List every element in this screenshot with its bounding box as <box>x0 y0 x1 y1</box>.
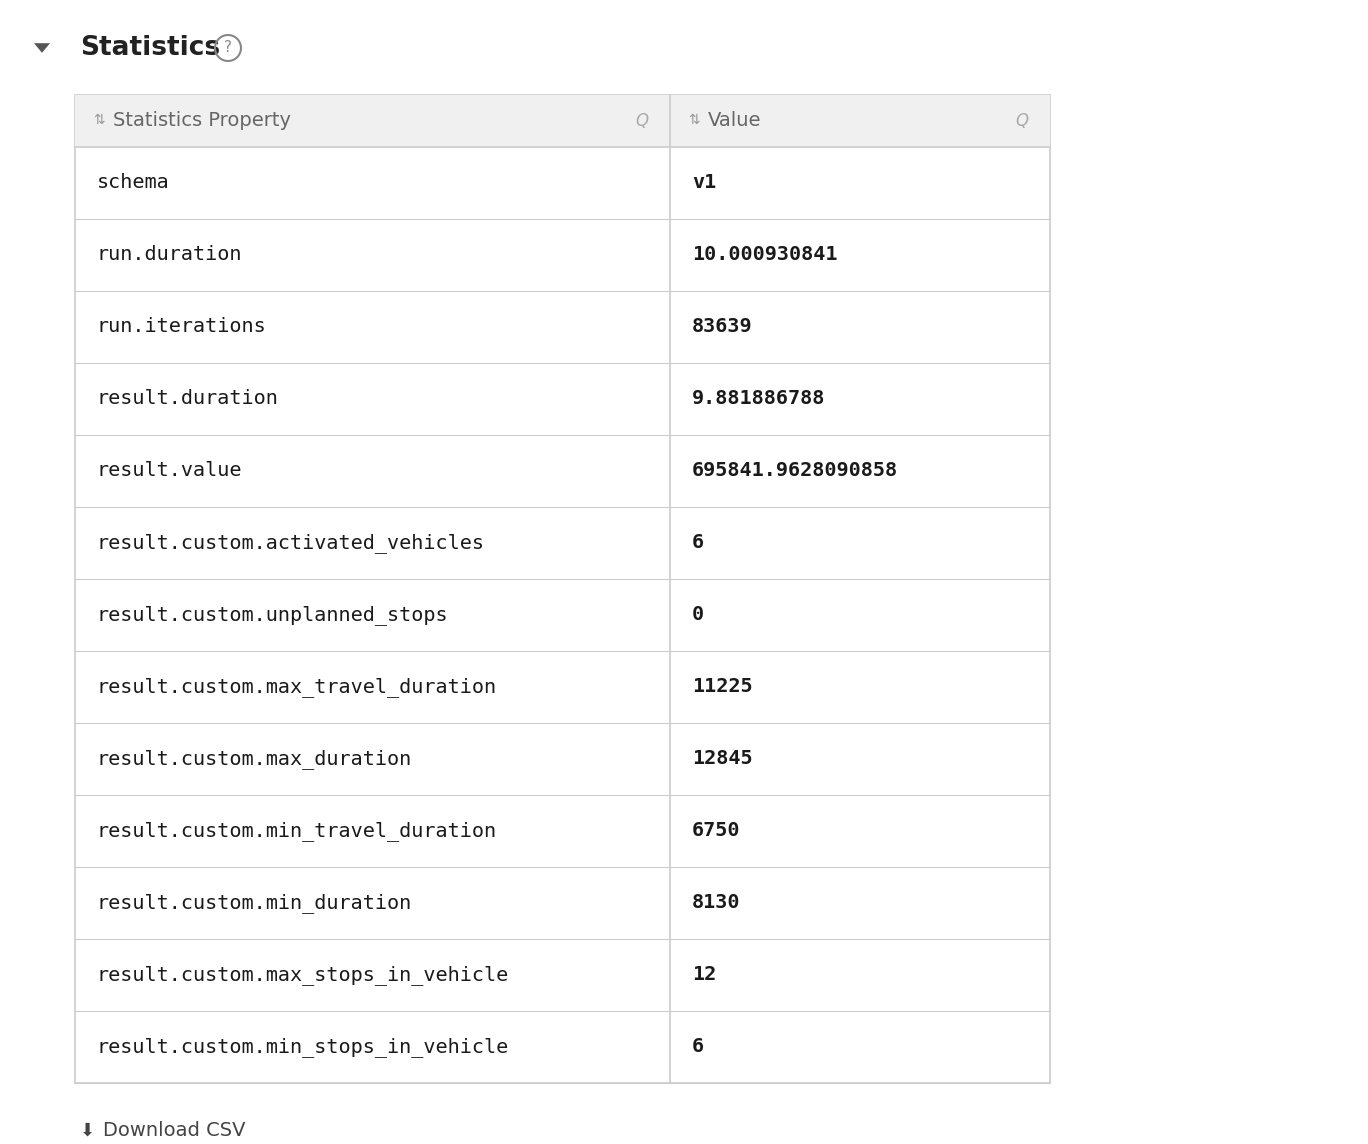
Text: Q: Q <box>1015 112 1029 130</box>
Text: result.custom.activated_vehicles: result.custom.activated_vehicles <box>97 533 486 553</box>
Text: result.custom.unplanned_stops: result.custom.unplanned_stops <box>97 605 449 625</box>
Text: 12: 12 <box>692 966 717 985</box>
Bar <box>75 95 1051 1083</box>
Text: result.custom.max_duration: result.custom.max_duration <box>97 749 412 769</box>
Text: result.custom.max_stops_in_vehicle: result.custom.max_stops_in_vehicle <box>97 966 509 985</box>
Text: 83639: 83639 <box>692 318 752 336</box>
Text: result.value: result.value <box>97 461 242 480</box>
Text: result.custom.min_duration: result.custom.min_duration <box>97 893 412 913</box>
Text: 8130: 8130 <box>692 893 740 913</box>
Text: result.custom.min_travel_duration: result.custom.min_travel_duration <box>97 821 497 841</box>
Text: 6: 6 <box>692 533 705 553</box>
Text: Q: Q <box>636 112 648 130</box>
Text: result.duration: result.duration <box>97 389 279 408</box>
Text: run.iterations: run.iterations <box>97 318 267 336</box>
Polygon shape <box>34 43 51 53</box>
Text: 6: 6 <box>692 1038 705 1057</box>
Text: Statistics: Statistics <box>79 35 220 61</box>
Text: 12845: 12845 <box>692 749 752 769</box>
Text: Value: Value <box>709 111 762 130</box>
Text: schema: schema <box>97 174 170 192</box>
Text: 11225: 11225 <box>692 677 752 697</box>
Text: Download CSV: Download CSV <box>103 1121 245 1141</box>
Text: result.custom.max_travel_duration: result.custom.max_travel_duration <box>97 677 497 697</box>
Text: 6750: 6750 <box>692 821 740 841</box>
Text: ⇅: ⇅ <box>688 113 699 127</box>
Text: 10.000930841: 10.000930841 <box>692 246 837 264</box>
Text: 695841.9628090858: 695841.9628090858 <box>692 461 899 480</box>
Text: v1: v1 <box>692 174 717 192</box>
Text: ⇅: ⇅ <box>93 113 104 127</box>
Text: ?: ? <box>224 40 233 56</box>
Text: 9.881886788: 9.881886788 <box>692 389 825 408</box>
Text: run.duration: run.duration <box>97 246 242 264</box>
Text: 0: 0 <box>692 605 705 625</box>
Bar <box>75 95 1051 146</box>
Text: ⬇: ⬇ <box>79 1122 96 1141</box>
Text: Statistics Property: Statistics Property <box>114 111 291 130</box>
Text: result.custom.min_stops_in_vehicle: result.custom.min_stops_in_vehicle <box>97 1036 509 1057</box>
